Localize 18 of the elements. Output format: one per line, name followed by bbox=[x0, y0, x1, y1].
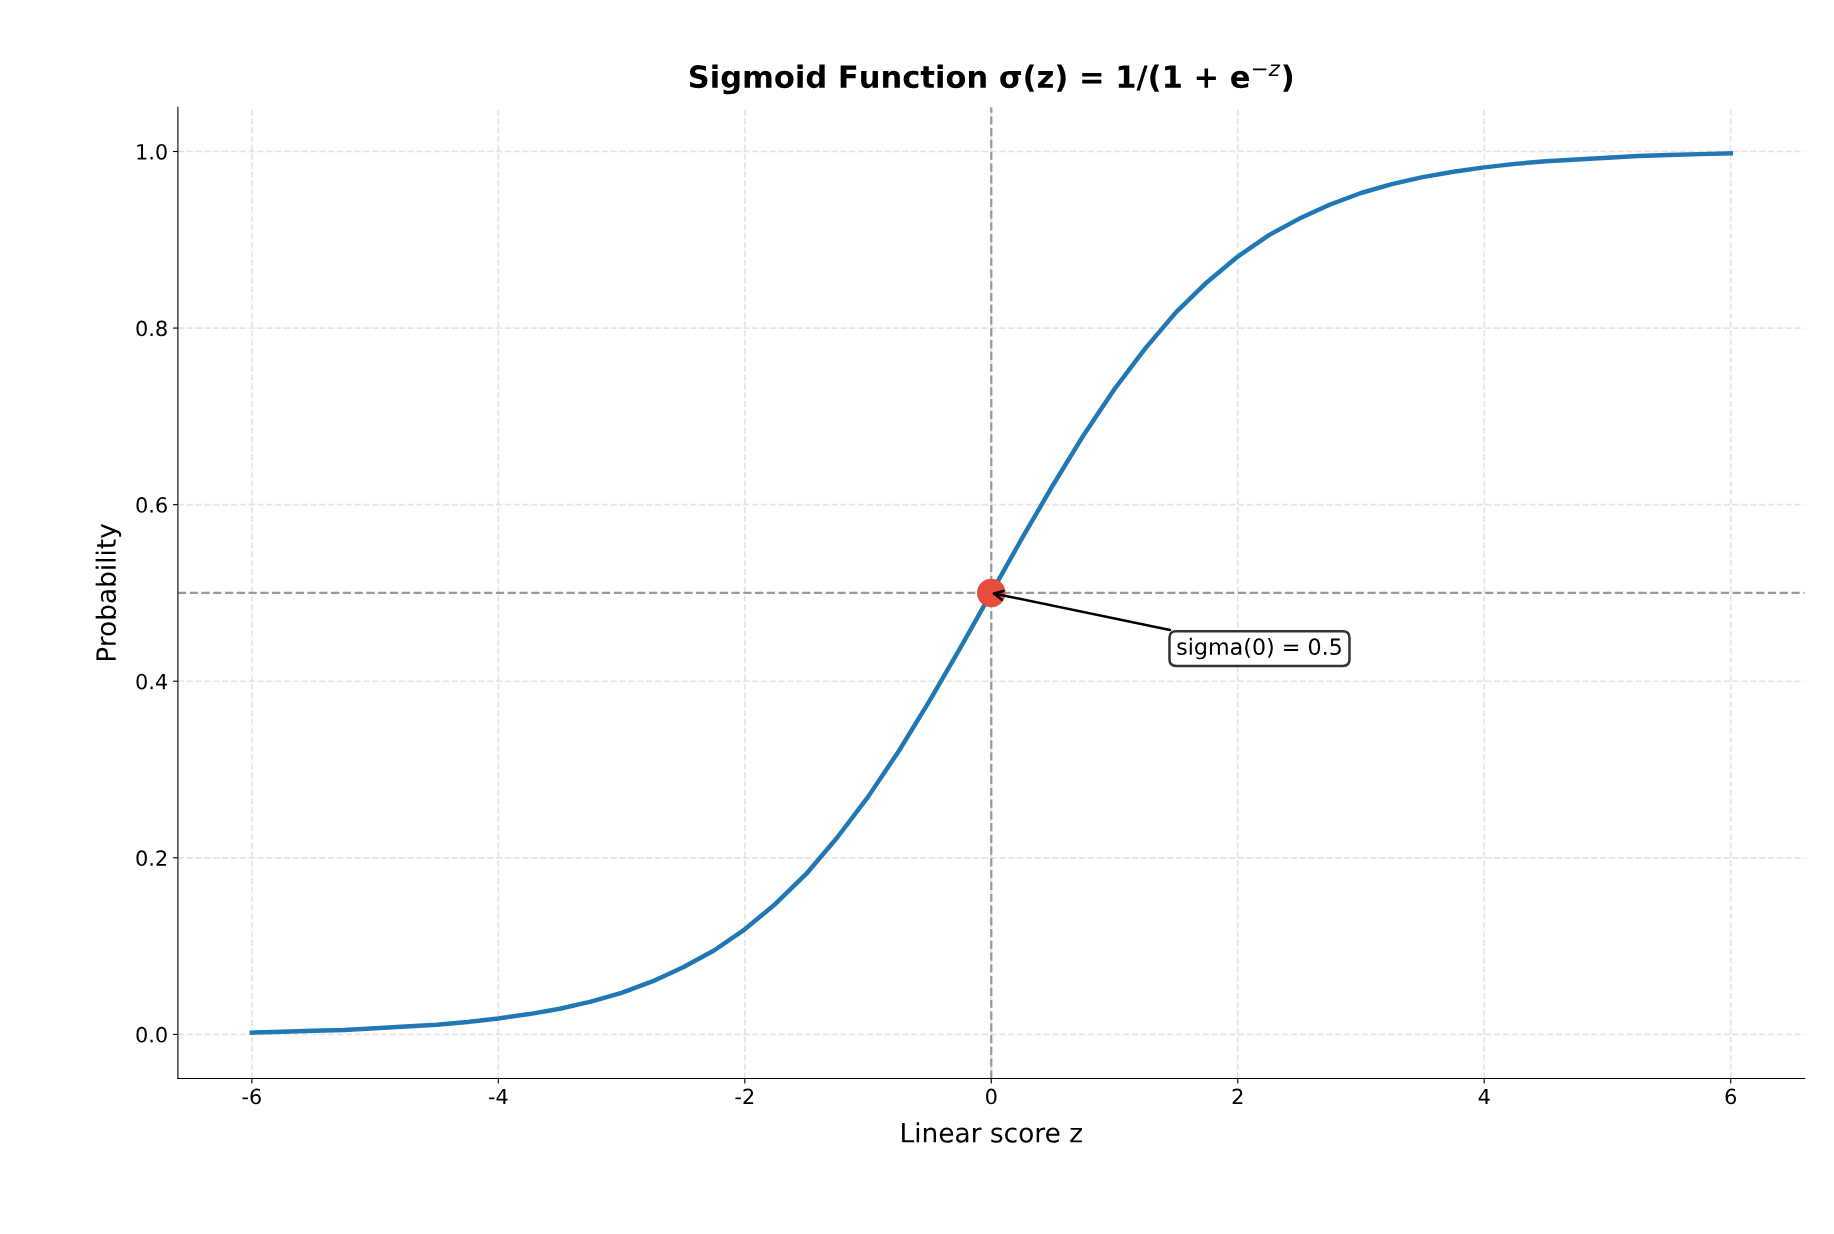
y-tick-label: 0.8 bbox=[136, 320, 167, 337]
x-axis-title: Linear score z bbox=[902, 1122, 1082, 1143]
x-tick-label: -6 bbox=[242, 1088, 261, 1105]
x-tick-label: 2 bbox=[1232, 1088, 1243, 1105]
y-tick-label: 0.0 bbox=[136, 1026, 167, 1043]
y-tick-label: 1.0 bbox=[137, 143, 167, 160]
x-tick-label: 0 bbox=[986, 1088, 997, 1105]
x-tick-label: -2 bbox=[735, 1088, 754, 1105]
y-tick-label: 0.2 bbox=[136, 850, 167, 867]
x-tick-label: -4 bbox=[488, 1088, 508, 1105]
annotation: sigma(0) = 0.5 bbox=[1177, 637, 1341, 660]
y-tick-label: 0.6 bbox=[136, 497, 167, 513]
y-axis-title: Probability bbox=[95, 523, 122, 661]
y-tick-label: 0.4 bbox=[136, 673, 168, 690]
chart-title: Sigmoid Function σ(z) = 1/(1 + e$^{−z}$) bbox=[689, 64, 1293, 95]
x-tick-label: 4 bbox=[1478, 1088, 1490, 1105]
line-series bbox=[249, 151, 1733, 1035]
x-tick-label: 6 bbox=[1725, 1088, 1737, 1105]
